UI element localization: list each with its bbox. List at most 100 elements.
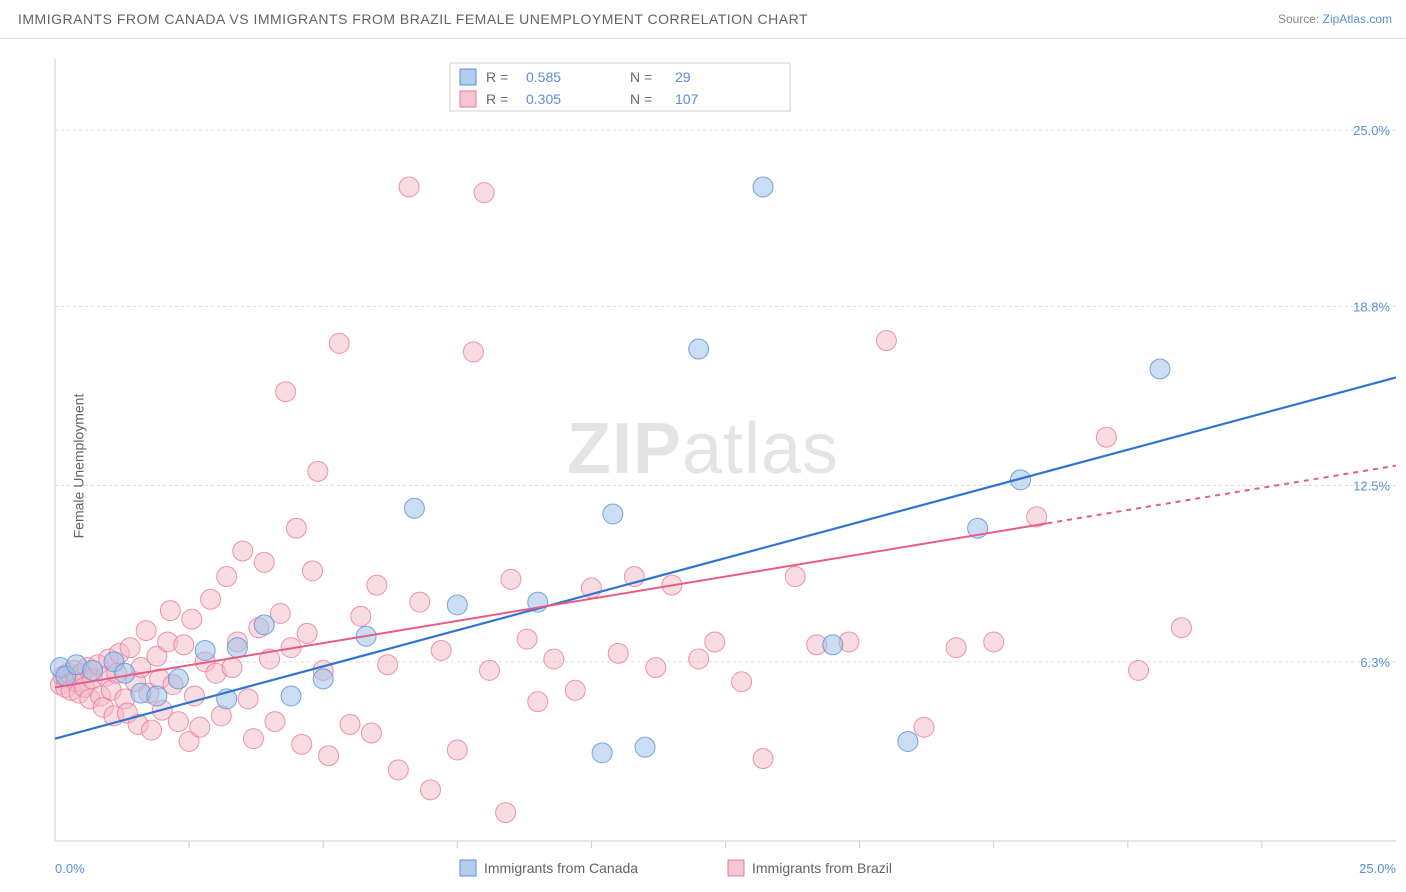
data-point	[136, 621, 156, 641]
data-point	[195, 640, 215, 660]
legend-swatch	[728, 860, 744, 876]
y-axis-label: Female Unemployment	[70, 394, 86, 539]
data-point	[388, 760, 408, 780]
data-point	[147, 686, 167, 706]
data-point	[297, 623, 317, 643]
legend-swatch	[460, 91, 476, 107]
source-link[interactable]: ZipAtlas.com	[1323, 12, 1392, 26]
svg-text:N =: N =	[630, 91, 652, 107]
data-point	[254, 552, 274, 572]
data-point	[431, 640, 451, 660]
data-point	[286, 518, 306, 538]
data-point	[367, 575, 387, 595]
data-point	[608, 643, 628, 663]
svg-text:R =: R =	[486, 91, 508, 107]
legend-label: Immigrants from Canada	[484, 860, 638, 876]
data-point	[182, 609, 202, 629]
data-point	[689, 339, 709, 359]
data-point	[544, 649, 564, 669]
data-point	[340, 714, 360, 734]
data-point	[83, 660, 103, 680]
data-point	[378, 655, 398, 675]
svg-text:0.305: 0.305	[526, 91, 561, 107]
chart-title: IMMIGRANTS FROM CANADA VS IMMIGRANTS FRO…	[18, 11, 808, 27]
data-point	[308, 461, 328, 481]
data-point	[1129, 660, 1149, 680]
data-point	[120, 638, 140, 658]
data-point	[528, 692, 548, 712]
svg-text:12.5%: 12.5%	[1353, 479, 1390, 494]
data-point	[243, 729, 263, 749]
data-point	[732, 672, 752, 692]
data-point	[190, 717, 210, 737]
data-point	[479, 660, 499, 680]
header-bar: IMMIGRANTS FROM CANADA VS IMMIGRANTS FRO…	[0, 0, 1406, 39]
data-point	[785, 567, 805, 587]
data-point	[233, 541, 253, 561]
legend-swatch	[460, 860, 476, 876]
data-point	[238, 689, 258, 709]
data-point	[217, 567, 237, 587]
data-point	[447, 740, 467, 760]
svg-text:18.8%: 18.8%	[1353, 299, 1390, 314]
data-point	[592, 743, 612, 763]
source-attribution: Source: ZipAtlas.com	[1278, 12, 1392, 26]
data-point	[1150, 359, 1170, 379]
data-point	[565, 680, 585, 700]
data-point	[420, 780, 440, 800]
data-point	[705, 632, 725, 652]
svg-text:29: 29	[675, 69, 691, 85]
data-point	[984, 632, 1004, 652]
svg-text:25.0%: 25.0%	[1359, 861, 1396, 876]
svg-text:R =: R =	[486, 69, 508, 85]
data-point	[254, 615, 274, 635]
data-point	[227, 638, 247, 658]
legend-label: Immigrants from Brazil	[752, 860, 892, 876]
data-point	[351, 606, 371, 626]
data-point	[463, 342, 483, 362]
data-point	[635, 737, 655, 757]
data-point	[1096, 427, 1116, 447]
chart-area: Female Unemployment ZIPatlas 6.3%12.5%18…	[0, 39, 1406, 892]
svg-text:6.3%: 6.3%	[1360, 655, 1390, 670]
data-point	[313, 669, 333, 689]
trend-line-extrapolated	[1047, 466, 1396, 524]
data-point	[399, 177, 419, 197]
data-point	[201, 589, 221, 609]
data-point	[496, 803, 516, 823]
data-point	[474, 183, 494, 203]
svg-text:107: 107	[675, 91, 699, 107]
svg-text:0.585: 0.585	[526, 69, 561, 85]
data-point	[823, 635, 843, 655]
data-point	[603, 504, 623, 524]
data-point	[265, 712, 285, 732]
svg-text:0.0%: 0.0%	[55, 861, 85, 876]
data-point	[292, 734, 312, 754]
data-point	[753, 749, 773, 769]
legend-swatch	[460, 69, 476, 85]
data-point	[160, 601, 180, 621]
data-point	[689, 649, 709, 669]
data-point	[1171, 618, 1191, 638]
scatter-chart: 6.3%12.5%18.8%25.0%0.0%25.0%R = 0.585N =…	[0, 39, 1406, 892]
data-point	[168, 669, 188, 689]
data-point	[281, 686, 301, 706]
data-point	[329, 333, 349, 353]
data-point	[404, 498, 424, 518]
data-point	[517, 629, 537, 649]
source-label: Source:	[1278, 12, 1323, 26]
data-point	[174, 635, 194, 655]
data-point	[142, 720, 162, 740]
data-point	[168, 712, 188, 732]
data-point	[361, 723, 381, 743]
data-point	[876, 331, 896, 351]
svg-text:N =: N =	[630, 69, 652, 85]
data-point	[501, 569, 521, 589]
data-point	[898, 731, 918, 751]
data-point	[410, 592, 430, 612]
data-point	[319, 746, 339, 766]
data-point	[914, 717, 934, 737]
data-point	[753, 177, 773, 197]
data-point	[946, 638, 966, 658]
data-point	[646, 658, 666, 678]
